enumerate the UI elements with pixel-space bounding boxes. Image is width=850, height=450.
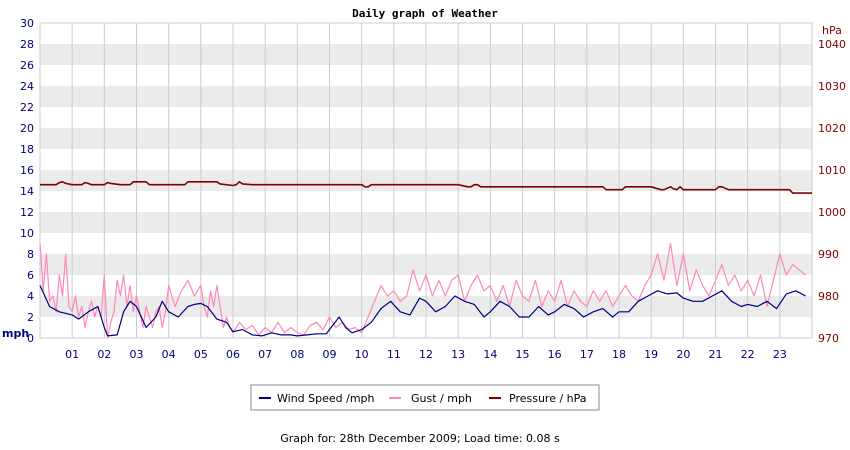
left-tick-label: 12 — [20, 206, 34, 219]
left-tick-label: 26 — [20, 59, 34, 72]
x-tick-label: 08 — [290, 348, 304, 361]
left-tick-label: 2 — [27, 311, 34, 324]
right-y-ticks: 970 980 990 1000 1010 1020 1030 1040 — [818, 38, 846, 345]
left-tick-label: 6 — [27, 269, 34, 282]
right-tick-label: 1030 — [818, 80, 846, 93]
left-tick-label: 28 — [20, 38, 34, 51]
legend-label-gust: Gust / mph — [411, 392, 472, 405]
right-tick-label: 1020 — [818, 122, 846, 135]
x-tick-label: 06 — [226, 348, 240, 361]
right-tick-label: 1010 — [818, 164, 846, 177]
x-tick-label: 12 — [419, 348, 433, 361]
x-ticks: 01 02 03 04 05 06 07 08 09 10 11 12 13 14 15 16 17 18 19 20… — [65, 348, 787, 361]
left-tick-label: 30 — [20, 17, 34, 30]
left-axis-unit: mph — [2, 327, 29, 340]
x-tick-label: 02 — [97, 348, 111, 361]
x-tick-label: 16 — [548, 348, 562, 361]
x-tick-label: 14 — [483, 348, 497, 361]
left-tick-label: 8 — [27, 248, 34, 261]
x-tick-label: 21 — [709, 348, 723, 361]
footer-text: Graph for: 28th December 2009; Load time… — [280, 432, 560, 445]
x-tick-label: 23 — [773, 348, 787, 361]
series-group — [39, 181, 812, 339]
left-tick-label: 14 — [20, 185, 34, 198]
left-tick-label: 16 — [20, 164, 34, 177]
left-tick-label: 10 — [20, 227, 34, 240]
right-tick-label: 990 — [818, 248, 839, 261]
x-tick-label: 05 — [194, 348, 208, 361]
left-tick-label: 24 — [20, 80, 34, 93]
legend-box — [250, 384, 600, 411]
x-tick-label: 18 — [612, 348, 626, 361]
x-tick-label: 04 — [162, 348, 176, 361]
x-tick-label: 11 — [387, 348, 401, 361]
right-tick-label: 1040 — [818, 38, 846, 51]
x-tick-label: 07 — [258, 348, 272, 361]
x-tick-label: 01 — [65, 348, 79, 361]
pressure-line — [40, 181, 812, 194]
left-tick-label: 4 — [27, 290, 34, 303]
chart-title: Daily graph of Weather — [352, 7, 498, 20]
x-tick-label: 10 — [355, 348, 369, 361]
right-tick-label: 1000 — [818, 206, 846, 219]
left-tick-label: 0 — [27, 332, 34, 345]
wind-speed-line — [39, 285, 806, 337]
left-tick-label: 22 — [20, 101, 34, 114]
x-tick-label: 13 — [451, 348, 465, 361]
x-tick-label: 03 — [130, 348, 144, 361]
x-tick-label: 20 — [676, 348, 690, 361]
right-axis-unit: hPa — [822, 24, 842, 37]
legend-label-wind: Wind Speed /mph — [277, 392, 375, 405]
x-tick-label: 17 — [580, 348, 594, 361]
x-tick-label: 15 — [516, 348, 530, 361]
x-tick-label: 09 — [323, 348, 337, 361]
legend-label-pressure: Pressure / hPa — [509, 392, 587, 405]
left-tick-label: 20 — [20, 122, 34, 135]
x-tick-label: 22 — [741, 348, 755, 361]
left-tick-label: 18 — [20, 143, 34, 156]
right-tick-label: 980 — [818, 290, 839, 303]
x-tick-label: 19 — [644, 348, 658, 361]
legend: Wind Speed /mph Gust / mph Pressure / hP… — [250, 384, 600, 411]
right-tick-label: 970 — [818, 332, 839, 345]
